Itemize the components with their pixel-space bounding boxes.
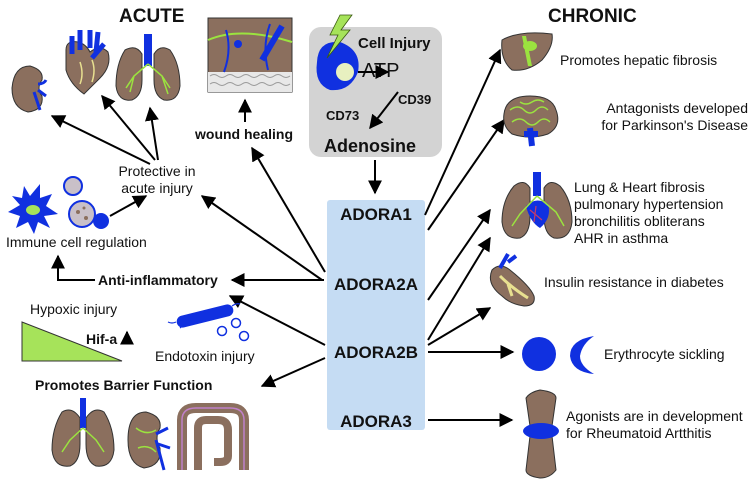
arrow-to-barrier [260, 357, 326, 388]
erythrocyte-icon [522, 337, 556, 371]
immune-regulation-label: Immune cell regulation [6, 234, 147, 250]
barrier-function-label: Promotes Barrier Function [35, 377, 213, 393]
lung-heart-label: Lung & Heart fibrosis pulmonary hyperten… [574, 179, 724, 246]
hypoxic-injury-label: Hypoxic injury [30, 301, 118, 317]
receptor-adora1: ADORA1 [340, 205, 412, 224]
brain-icon [503, 95, 559, 147]
chronic-arrows [424, 48, 515, 427]
immune-cell-icon [8, 176, 109, 234]
adenosine-conversion-arrow [369, 91, 399, 130]
lung-heart-icon [501, 172, 573, 239]
pancreas-icon [489, 253, 535, 307]
heart-icon [65, 30, 110, 95]
hypoxia-triangle-icon [21, 321, 123, 362]
adenosine-label: Adenosine [324, 136, 417, 156]
cd73-label: CD73 [326, 108, 360, 123]
arrow-to-lung-heart [427, 208, 491, 301]
receptor-adora2a: ADORA2A [333, 275, 419, 294]
endotoxin-bacteria-icon [167, 303, 250, 342]
hepatic-fibrosis-label: Promotes hepatic fibrosis [560, 52, 718, 68]
wound-healing-label: wound healing [195, 126, 293, 142]
arrow-to-pancreas [427, 236, 491, 341]
arrow-protective-to-heart [101, 94, 156, 161]
barrier-kidney-icon [127, 411, 171, 471]
chronic-header: CHRONIC [548, 6, 637, 27]
endotoxin-label: Endotoxin injury [155, 348, 255, 364]
acute-arrows [50, 94, 326, 388]
sickle-cell-icon [570, 336, 594, 374]
barrier-intestine-icon [177, 403, 249, 470]
insulin-label: Insulin resistance in diabetes [544, 274, 724, 290]
receptor-panel [327, 200, 425, 430]
arrow-protective-to-lung [144, 106, 159, 161]
receptor-adora2b: ADORA2B [333, 343, 419, 362]
arrow-to-protective [200, 195, 323, 281]
barrier-lungs-icon [51, 398, 115, 467]
parkinson-label: Antagonists developed for Parkinson's Di… [601, 100, 748, 133]
lungs-icon [115, 34, 181, 101]
wound-tissue-icon [207, 17, 293, 93]
arrow-to-liver [424, 48, 502, 216]
arrow-to-endotoxin [228, 295, 326, 346]
liver-icon [501, 32, 553, 71]
arrow-anti-to-immune [51, 254, 95, 281]
arrow-to-pancreas-2 [427, 307, 492, 346]
receptor-adora3: ADORA3 [340, 412, 412, 431]
arrow-protective-to-kidney [50, 115, 151, 165]
joint-icon [523, 389, 559, 479]
cell-injury-label: Cell Injury [358, 35, 431, 52]
arrow-to-brain [427, 118, 505, 231]
cd39-label: CD39 [398, 92, 432, 107]
anti-inflammatory-label: Anti-inflammatory [98, 272, 218, 288]
kidney-icon [11, 65, 48, 113]
acute-header: ACUTE [119, 6, 185, 27]
injured-cell-icon [316, 14, 359, 91]
hif-label: Hif-a [86, 331, 118, 347]
arrow-immune-to-protective [109, 195, 148, 217]
protective-label: Protective in acute injury [118, 163, 196, 196]
rheumatoid-label: Agonists are in development for Rheumato… [566, 408, 743, 441]
arrow-to-wound-healing [251, 146, 326, 273]
sickling-label: Erythrocyte sickling [604, 346, 725, 362]
